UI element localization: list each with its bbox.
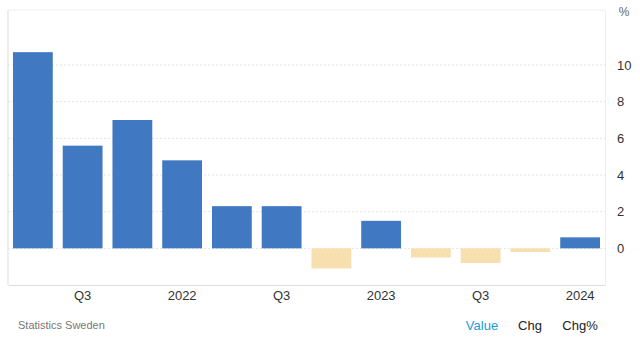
x-tick: 2024 [566, 285, 595, 303]
y-tick: 4 [605, 168, 624, 183]
bar [361, 221, 401, 249]
chart: Q3 2022 Q3 2023 Q3 2024 0 2 4 6 8 10% Statistics Swe… [0, 0, 640, 337]
y-axis-line [605, 11, 606, 286]
bar [510, 248, 550, 252]
bar [411, 248, 451, 257]
bars [13, 52, 600, 268]
y-axis: 0 2 4 6 8 10 [605, 11, 631, 286]
x-tick-label: Q3 [273, 288, 290, 303]
grid-line [8, 101, 605, 102]
x-tick-label: Q3 [74, 288, 91, 303]
buttons: Value Chg Chg% [466, 318, 598, 333]
bar [112, 120, 152, 248]
bar [162, 160, 202, 248]
x-axis-line [9, 285, 606, 286]
grid-line [8, 65, 605, 66]
x-tick: Q3 [74, 285, 91, 303]
y-tick: 8 [605, 94, 624, 109]
toggle-button[interactable]: Value [466, 318, 498, 333]
x-tick-label: 2022 [168, 288, 197, 303]
x-tick-label: Q3 [472, 288, 489, 303]
y-axis-title: % [619, 5, 630, 19]
bar [262, 206, 302, 248]
x-axis: Q3 2022 Q3 2023 Q3 2024 [9, 285, 606, 303]
y-tick: 2 [605, 204, 624, 219]
y-tick-label: 2 [617, 204, 624, 219]
y-tick: 6 [605, 131, 624, 146]
x-tick-label: 2023 [367, 288, 396, 303]
y-tick-label: 10 [617, 58, 631, 73]
grid [8, 65, 605, 248]
y-tick-label: 6 [617, 131, 624, 146]
x-tick: Q3 [472, 285, 489, 303]
toggle-button[interactable]: Chg [518, 318, 542, 333]
y-tick: 10 [605, 58, 631, 73]
y-tick: 0 [605, 241, 624, 256]
bar [212, 206, 252, 248]
x-tick: 2023 [367, 285, 396, 303]
grid-line [8, 138, 605, 139]
frame [8, 10, 605, 285]
bar [311, 248, 351, 268]
x-tick-label: 2024 [566, 288, 595, 303]
y-tick-label: 0 [617, 241, 624, 256]
toggle-button[interactable]: Chg% [562, 318, 598, 333]
source: Statistics Sweden [18, 319, 105, 331]
x-tick: 2022 [168, 285, 197, 303]
bar [461, 248, 501, 263]
y-tick-label: 4 [617, 168, 624, 183]
frame-line [8, 10, 9, 285]
bar [560, 237, 600, 248]
y-tick-label: 8 [617, 94, 624, 109]
bar [63, 146, 103, 249]
bar [13, 52, 53, 248]
frame-line [8, 10, 605, 11]
x-tick: Q3 [273, 285, 290, 303]
